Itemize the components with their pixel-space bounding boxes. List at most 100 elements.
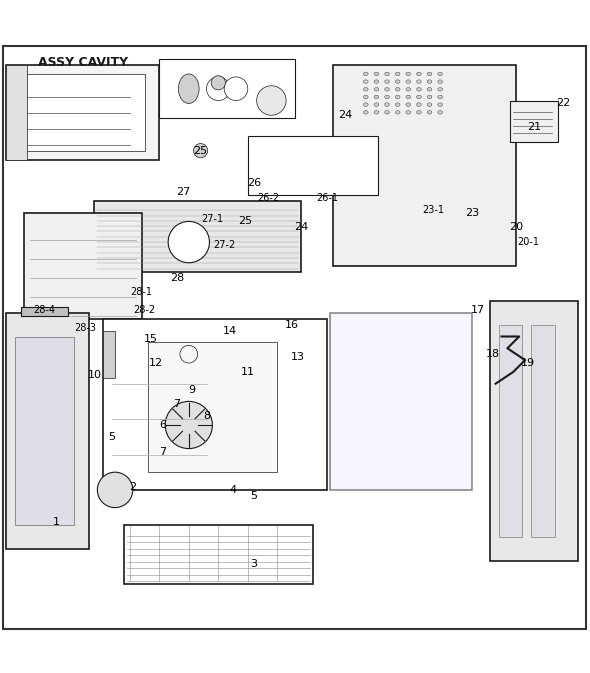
Ellipse shape [363,110,368,114]
Ellipse shape [374,72,379,76]
Ellipse shape [438,103,442,106]
Text: 5: 5 [109,432,116,441]
Text: ASSY CAVITY: ASSY CAVITY [38,56,127,69]
Ellipse shape [363,103,368,106]
Bar [15,336,74,526]
Text: 28-2: 28-2 [133,305,156,315]
Ellipse shape [427,103,432,106]
Text: 26-2: 26-2 [257,193,280,203]
Text: 13: 13 [291,352,305,362]
Text: 28: 28 [170,273,184,283]
Text: 7: 7 [173,399,181,409]
Ellipse shape [395,80,400,83]
Text: 25: 25 [194,145,208,155]
Bar [159,59,295,118]
Bar [103,319,327,490]
Ellipse shape [179,74,199,104]
Text: 8: 8 [203,411,210,421]
Text: 26: 26 [247,178,261,188]
Ellipse shape [385,72,389,76]
Bar [148,343,277,472]
Ellipse shape [417,95,421,99]
Text: 10: 10 [87,370,101,380]
Ellipse shape [406,103,411,106]
Text: 15: 15 [143,334,158,345]
Ellipse shape [385,80,389,83]
Text: 27-1: 27-1 [201,213,224,223]
Ellipse shape [374,87,379,91]
Circle shape [165,401,212,449]
Ellipse shape [406,72,411,76]
Text: 22: 22 [556,98,571,108]
Text: 28-4: 28-4 [33,305,55,315]
Text: 6: 6 [159,420,166,430]
Ellipse shape [395,87,400,91]
Ellipse shape [363,87,368,91]
Text: 28-1: 28-1 [130,287,153,297]
Text: 3: 3 [250,559,257,569]
Ellipse shape [385,110,389,114]
Bar [103,330,115,378]
Ellipse shape [395,95,400,99]
Bar [490,301,578,561]
Ellipse shape [427,110,432,114]
Text: 26-1: 26-1 [316,193,339,203]
Circle shape [211,76,225,90]
Text: 24: 24 [294,222,308,232]
Ellipse shape [406,110,411,114]
Ellipse shape [417,103,421,106]
Ellipse shape [385,103,389,106]
Text: 14: 14 [223,326,237,336]
Ellipse shape [438,87,442,91]
Ellipse shape [438,80,442,83]
Ellipse shape [385,95,389,99]
Ellipse shape [427,80,432,83]
Bar [499,324,522,537]
Text: 21: 21 [527,122,541,132]
Ellipse shape [395,110,400,114]
Text: 20-1: 20-1 [517,237,539,247]
Ellipse shape [438,72,442,76]
Ellipse shape [395,72,400,76]
Text: 19: 19 [521,358,535,368]
Ellipse shape [363,95,368,99]
Text: 23: 23 [465,207,479,217]
Text: 4: 4 [230,485,237,495]
Circle shape [224,77,248,100]
Bar [330,313,472,490]
Text: 11: 11 [241,367,255,377]
Bar [94,201,301,272]
Text: 16: 16 [285,320,299,330]
Ellipse shape [363,72,368,76]
Bar [333,65,516,266]
Ellipse shape [438,110,442,114]
Circle shape [168,221,209,262]
Text: 1: 1 [53,518,60,528]
Bar [15,74,145,151]
Text: 27: 27 [176,187,190,197]
Ellipse shape [427,72,432,76]
Ellipse shape [385,87,389,91]
Circle shape [257,85,286,115]
Text: 25: 25 [238,217,252,226]
Ellipse shape [427,95,432,99]
Text: 2: 2 [129,482,136,492]
Circle shape [194,143,208,157]
Circle shape [97,472,133,507]
Text: 17: 17 [471,305,485,315]
Bar [248,136,378,195]
Bar [6,65,159,160]
Ellipse shape [417,110,421,114]
Bar [6,313,88,549]
Ellipse shape [438,95,442,99]
Ellipse shape [406,87,411,91]
Bar [510,100,558,142]
Bar [21,307,68,316]
Ellipse shape [417,87,421,91]
Text: 12: 12 [149,358,163,368]
Text: 7: 7 [159,447,166,456]
Text: 20: 20 [509,222,523,232]
Ellipse shape [417,72,421,76]
Ellipse shape [363,80,368,83]
Bar [6,65,27,160]
